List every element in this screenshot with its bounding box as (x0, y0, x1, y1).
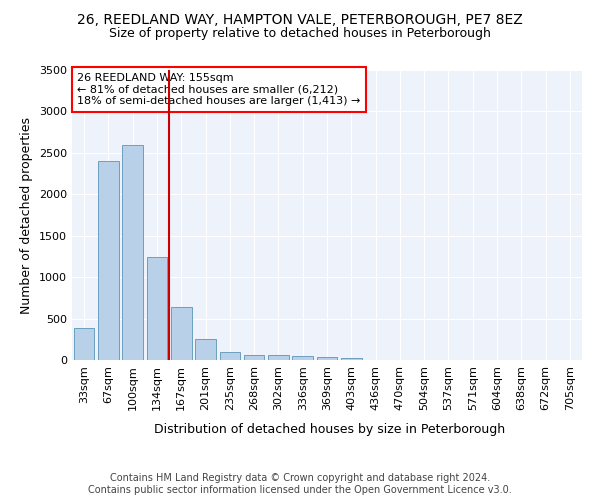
Bar (171, 307, 191, 360)
Bar (220, 352, 240, 360)
Bar (292, 356, 313, 360)
Bar (341, 358, 362, 360)
Bar (98, 161, 119, 360)
Bar (195, 339, 216, 360)
Text: Size of property relative to detached houses in Peterborough: Size of property relative to detached ho… (109, 28, 491, 40)
Text: Distribution of detached houses by size in Peterborough: Distribution of detached houses by size … (154, 422, 506, 436)
Bar (146, 258, 167, 360)
Text: 26, REEDLAND WAY, HAMPTON VALE, PETERBOROUGH, PE7 8EZ: 26, REEDLAND WAY, HAMPTON VALE, PETERBOR… (77, 12, 523, 26)
Text: Contains HM Land Registry data © Crown copyright and database right 2024.
Contai: Contains HM Land Registry data © Crown c… (88, 474, 512, 495)
Bar (244, 355, 265, 360)
Bar (122, 144, 143, 360)
Bar (268, 355, 289, 360)
Text: 26 REEDLAND WAY: 155sqm
← 81% of detached houses are smaller (6,212)
18% of semi: 26 REEDLAND WAY: 155sqm ← 81% of detache… (77, 73, 361, 106)
Bar (74, 328, 94, 360)
Bar (317, 357, 337, 360)
Y-axis label: Number of detached properties: Number of detached properties (20, 116, 34, 314)
